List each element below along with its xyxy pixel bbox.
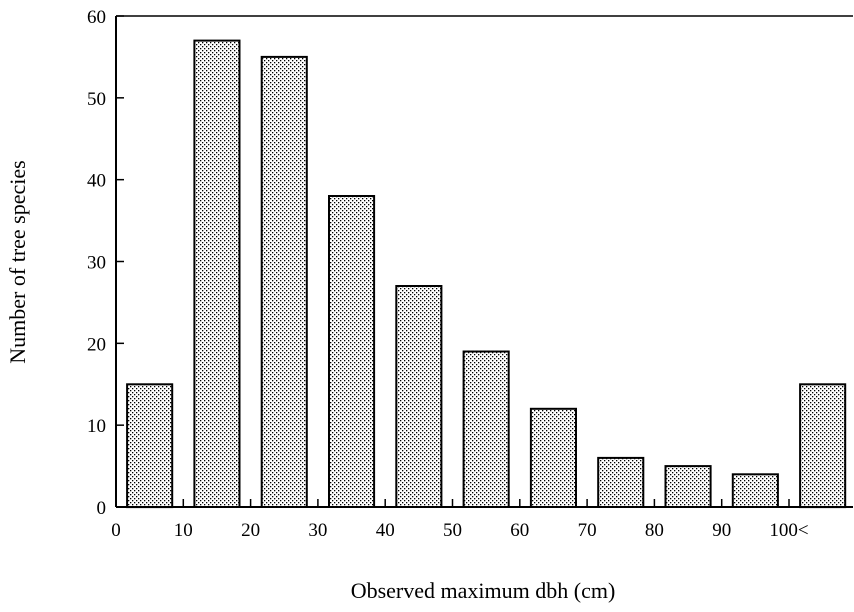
- y-tick-label: 30: [87, 253, 106, 274]
- x-axis-title: Observed maximum dbh (cm): [351, 578, 616, 603]
- x-tick-label: 0: [111, 520, 121, 541]
- y-tick-label: 20: [87, 334, 106, 355]
- bar-0-10: [126, 383, 174, 509]
- x-tick-label: 40: [376, 520, 395, 541]
- y-tick-label: 50: [87, 89, 106, 110]
- bars-group: [126, 39, 847, 509]
- x-tick-label: 50: [443, 520, 462, 541]
- bar-100<: [799, 383, 847, 509]
- x-tick-label: 100<: [769, 520, 808, 541]
- x-tick-label: 80: [645, 520, 664, 541]
- y-tick-label: 10: [87, 416, 106, 437]
- y-tick-label: 60: [87, 7, 106, 28]
- bar-50-60: [462, 350, 510, 508]
- bar-20-30: [260, 55, 308, 509]
- bar-70-80: [597, 456, 645, 508]
- x-tick-label: 20: [241, 520, 260, 541]
- bar-80-90: [664, 465, 712, 509]
- y-axis-title: Number of tree species: [5, 160, 30, 363]
- bar-10-20: [193, 39, 241, 508]
- x-tick-label: 70: [578, 520, 597, 541]
- bar-30-40: [328, 195, 376, 508]
- bar-90-100: [731, 473, 779, 508]
- x-tick-label: 60: [510, 520, 529, 541]
- y-tick-label: 0: [97, 498, 107, 519]
- ticks-group: 0 10 20 30 40 50 60 0 10 20 30 40 50 60 70 80 90 100<: [87, 7, 809, 541]
- x-tick-label: 10: [174, 520, 193, 541]
- y-tick-label: 40: [87, 171, 106, 192]
- bar-60-70: [529, 407, 578, 508]
- bar-40-50: [395, 285, 443, 508]
- x-tick-label: 30: [308, 520, 327, 541]
- x-tick-label: 90: [712, 520, 731, 541]
